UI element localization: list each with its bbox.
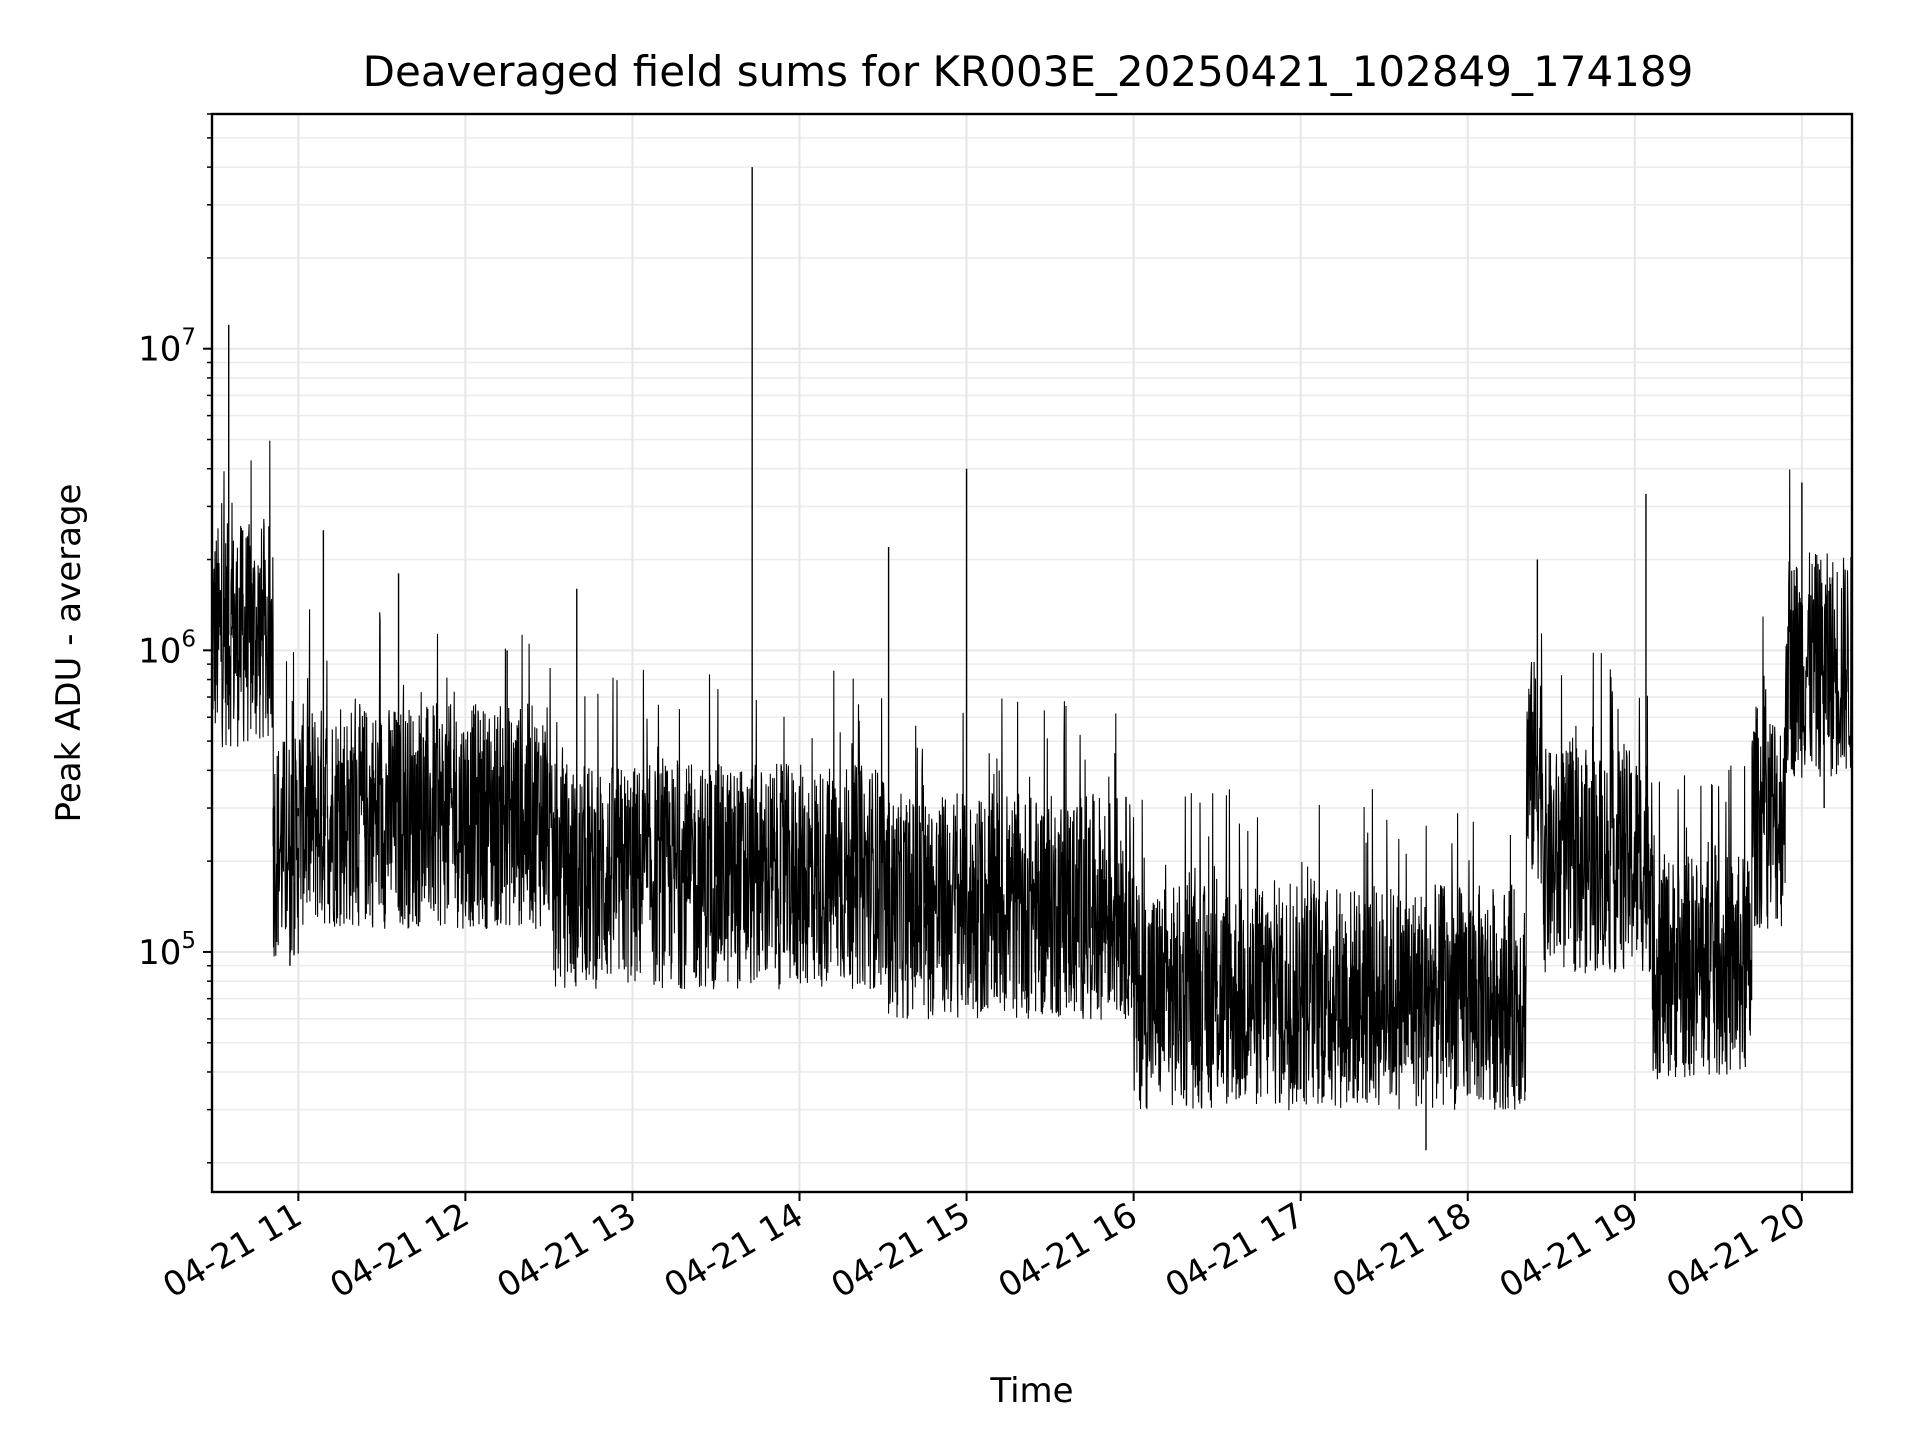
series-group: [211, 167, 1853, 1151]
y-tick-label-base: 10: [138, 330, 181, 370]
y-tick-label-exponent: 6: [181, 626, 196, 652]
x-axis-label: Time: [989, 1371, 1073, 1411]
series-line: [211, 440, 1853, 1111]
plot-frame: [210, 112, 1854, 1194]
y-tick-label: 107: [138, 325, 196, 370]
y-tick-label: 106: [138, 626, 196, 671]
chart-title: Deaveraged field sums for KR003E_2025042…: [363, 47, 1694, 96]
y-axis-label: Peak ADU - average: [49, 484, 89, 823]
y-tick-label-exponent: 7: [181, 325, 196, 351]
y-tick-label-exponent: 5: [181, 928, 196, 954]
y-tick-label: 105: [138, 928, 196, 973]
y-tick-label-base: 10: [138, 631, 181, 671]
y-tick-label-base: 10: [138, 933, 181, 973]
